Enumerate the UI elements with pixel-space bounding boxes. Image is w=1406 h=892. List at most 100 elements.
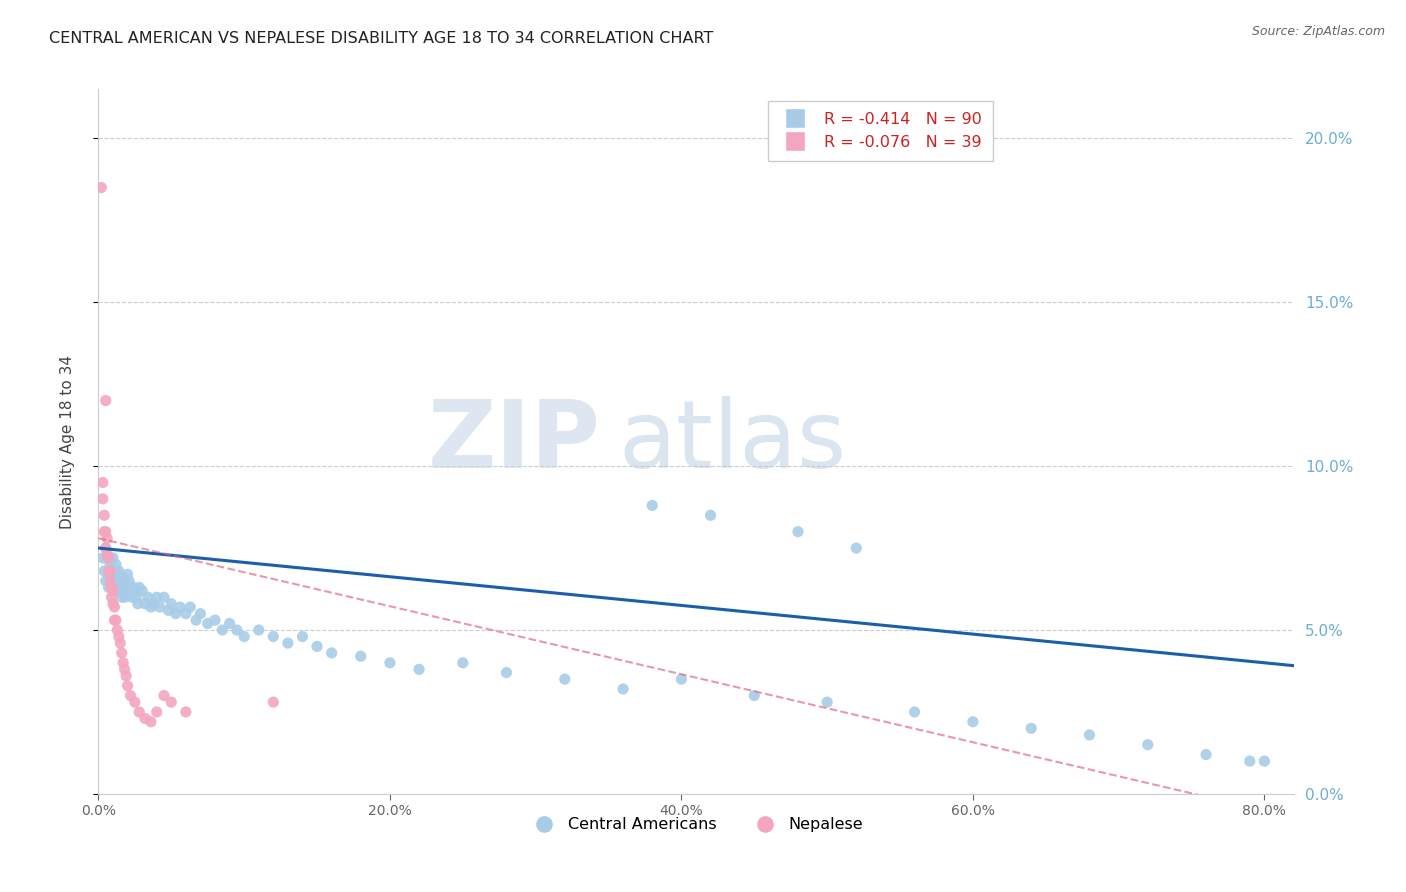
Point (98, 574, 121, 588)
Point (190, 607, 212, 621)
Point (96, 531, 118, 545)
Point (165, 607, 187, 621)
Point (97, 564, 120, 578)
Point (1239, 754, 1261, 768)
Point (114, 662, 136, 676)
Point (174, 705, 197, 719)
Point (845, 541, 868, 555)
Point (671, 672, 693, 686)
Point (1019, 722, 1042, 736)
Point (305, 640, 328, 654)
Point (134, 711, 156, 725)
Point (98, 574, 121, 588)
Point (94, 393, 117, 408)
Point (495, 665, 517, 680)
Point (134, 597, 156, 611)
Point (262, 695, 284, 709)
Point (641, 499, 664, 513)
Point (378, 656, 401, 670)
Point (149, 600, 172, 615)
Point (139, 714, 162, 729)
Point (98, 564, 121, 578)
Point (91, 475, 114, 490)
Point (153, 591, 176, 605)
Point (101, 583, 124, 598)
Point (233, 630, 256, 644)
Point (179, 600, 201, 615)
Point (124, 583, 146, 598)
Point (104, 558, 127, 572)
Point (1078, 728, 1101, 742)
Point (93, 564, 115, 578)
Point (962, 714, 984, 729)
Point (211, 623, 233, 637)
Point (104, 574, 127, 588)
Point (160, 597, 183, 611)
Point (204, 613, 226, 627)
Point (101, 574, 124, 588)
Point (108, 581, 131, 595)
Point (262, 630, 284, 644)
Point (94, 541, 117, 555)
Text: Source: ZipAtlas.com: Source: ZipAtlas.com (1251, 25, 1385, 38)
Point (94, 574, 117, 588)
Point (291, 630, 314, 644)
Point (197, 616, 219, 631)
Point (91, 491, 114, 506)
Point (91, 550, 114, 565)
Point (247, 623, 270, 637)
Point (815, 695, 838, 709)
Point (101, 550, 124, 565)
Point (112, 656, 135, 670)
Text: atlas: atlas (619, 395, 846, 488)
Point (110, 636, 132, 650)
Point (124, 695, 146, 709)
Point (125, 591, 148, 605)
Point (94, 524, 117, 539)
Point (554, 672, 576, 686)
Point (103, 581, 125, 595)
Point (110, 583, 132, 598)
Point (142, 597, 165, 611)
Point (93, 508, 115, 523)
Text: ZIP: ZIP (427, 395, 600, 488)
Point (153, 689, 176, 703)
Point (139, 600, 162, 615)
Point (100, 591, 122, 605)
Point (98, 558, 121, 572)
Point (118, 574, 141, 588)
Point (160, 695, 183, 709)
Point (1136, 738, 1159, 752)
Point (104, 613, 127, 627)
Point (97, 564, 120, 578)
Point (612, 681, 634, 696)
Point (97, 550, 120, 565)
Point (105, 583, 128, 598)
Y-axis label: Disability Age 18 to 34: Disability Age 18 to 34 (60, 354, 75, 529)
Point (114, 591, 136, 605)
Point (117, 581, 139, 595)
Point (277, 636, 299, 650)
Point (108, 630, 131, 644)
Point (110, 570, 132, 584)
Point (136, 591, 159, 605)
Point (103, 613, 125, 627)
Point (121, 591, 143, 605)
Point (131, 583, 153, 598)
Point (105, 567, 128, 582)
Point (174, 607, 197, 621)
Point (105, 623, 128, 637)
Point (112, 583, 135, 598)
Point (321, 646, 343, 660)
Point (114, 574, 136, 588)
Point (111, 591, 134, 605)
Point (117, 567, 139, 582)
Point (350, 649, 373, 664)
Point (1195, 747, 1218, 762)
Point (103, 564, 125, 578)
Point (128, 581, 150, 595)
Point (100, 564, 122, 578)
Point (112, 570, 135, 584)
Point (120, 583, 142, 598)
Point (127, 597, 149, 611)
